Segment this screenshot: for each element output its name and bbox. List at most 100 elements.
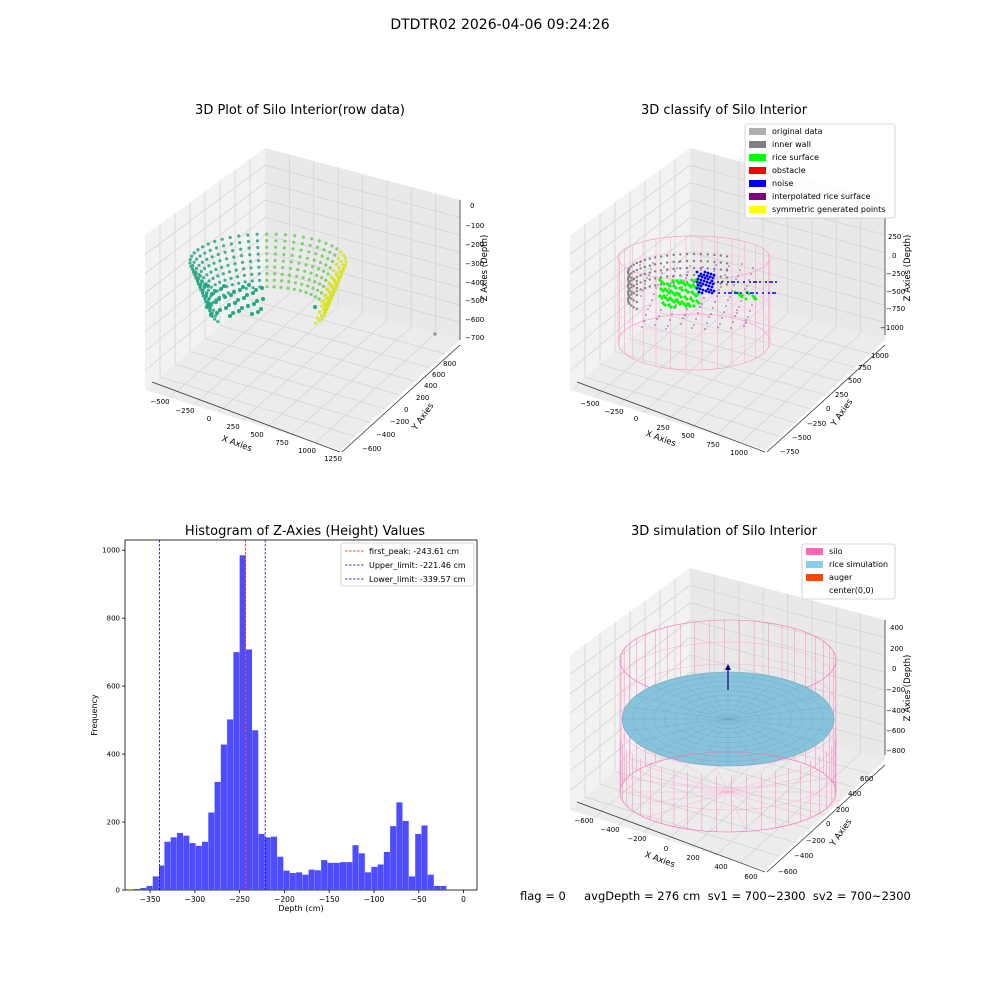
classify-legend-label-3: obstacle	[772, 166, 806, 175]
classify-point-39	[628, 295, 631, 298]
classify-point-360	[711, 276, 715, 280]
raw-point-67	[341, 269, 345, 273]
classify-point-227	[720, 286, 722, 288]
classify-point-276	[660, 280, 664, 284]
raw-point-305	[265, 285, 269, 289]
raw-point-237	[295, 274, 299, 278]
classify-point-110	[706, 253, 709, 256]
classify-point-117	[713, 267, 716, 271]
classify-point-343	[704, 289, 708, 293]
raw-point-280	[325, 296, 329, 300]
raw-point-90	[274, 245, 278, 249]
classify-point-398	[753, 281, 755, 283]
classify-point-351	[702, 279, 706, 283]
classify-point-164	[716, 295, 718, 297]
raw-point-234	[273, 272, 277, 276]
raw-point-230	[242, 273, 246, 277]
simulation-legend-swatch-0	[806, 548, 823, 555]
classify-point-138	[718, 289, 720, 291]
raw-point-302	[244, 286, 248, 291]
classify-point-221	[747, 316, 749, 318]
raw-point-161	[265, 258, 269, 262]
classify-point-127	[725, 269, 729, 272]
raw-point-334	[213, 289, 217, 293]
simulation-ytick-5: 400	[848, 790, 861, 798]
classify-point-80	[666, 254, 669, 257]
classify-point-169	[751, 304, 753, 306]
simulation-legend-swatch-1	[806, 561, 823, 568]
raw-point-115	[199, 269, 203, 274]
raw-point-195	[249, 266, 253, 270]
raw-point-313	[313, 295, 318, 299]
classify-point-156	[752, 267, 754, 269]
raw-point-149	[198, 282, 202, 286]
raw-point-220	[203, 297, 207, 301]
classify-point-145	[744, 288, 746, 290]
classify-point-54	[635, 289, 638, 293]
classify-point-294	[686, 290, 690, 294]
classify-point-384	[727, 281, 729, 283]
classify-point-342	[711, 282, 715, 286]
raw-ztick-5: −500	[465, 297, 484, 305]
classify-point-216	[712, 307, 714, 309]
classify-point-258	[674, 298, 678, 302]
raw-point-184	[200, 291, 205, 295]
raw-point-77	[193, 270, 197, 274]
raw-point-59	[315, 245, 320, 249]
raw-point-306	[272, 285, 276, 289]
classify-point-26	[626, 277, 630, 281]
classify-point-217	[650, 268, 652, 270]
raw-ytick-3: 0	[404, 406, 408, 414]
raw-point-4	[188, 261, 192, 265]
raw-point-233	[265, 272, 269, 276]
histogram-bar-22	[270, 836, 278, 890]
histogram-xlabel: Depth (cm)	[278, 904, 323, 913]
classify-xtick-2: 0	[634, 415, 638, 423]
simulation-ylabel: Y Axies	[828, 817, 855, 849]
raw-point-308	[286, 286, 290, 290]
raw-point-265	[237, 281, 241, 285]
raw-point-121	[232, 255, 236, 259]
histogram-bar-17	[239, 555, 246, 890]
classify-legend-swatch-3	[749, 167, 766, 174]
raw-point-243	[325, 287, 329, 291]
classify-point-267	[667, 303, 671, 307]
raw-point-113	[196, 276, 200, 280]
raw-point-19	[283, 233, 288, 237]
raw-point-112	[195, 279, 200, 283]
raw-point-43	[195, 257, 199, 261]
raw-point-42	[192, 260, 196, 264]
raw-point-222	[204, 291, 208, 295]
raw-point-21	[301, 235, 305, 239]
classify-point-93	[679, 274, 682, 277]
classify-point-240	[719, 323, 721, 325]
raw-point-9	[201, 245, 205, 249]
raw-point-154	[214, 267, 218, 272]
raw-xtick-1: −250	[175, 407, 194, 415]
raw-point-232	[257, 272, 261, 276]
classify-point-111	[706, 260, 709, 263]
histogram-bar-7	[176, 832, 184, 890]
classify-point-195	[749, 310, 751, 312]
classify-point-269	[661, 301, 665, 305]
raw-point-164	[289, 260, 293, 264]
raw-point-206	[324, 278, 328, 282]
raw-point-363	[206, 284, 210, 288]
classify-point-373	[710, 279, 714, 283]
raw-point-351	[242, 296, 246, 300]
classify-point-313	[689, 285, 693, 289]
classify-point-165	[654, 324, 656, 326]
histogram-bar-15	[227, 719, 234, 890]
classify-point-159	[681, 286, 683, 288]
classify-point-187	[670, 282, 672, 284]
histogram-legend-label-1: Upper_limit: -221.46 cm	[369, 561, 466, 570]
classify-ztick-4: −750	[886, 305, 905, 313]
classify-point-186	[732, 321, 734, 323]
classify-point-355	[710, 285, 714, 289]
classify-point-52	[635, 275, 638, 279]
raw-ztick-3: −300	[465, 260, 484, 268]
classify-point-255	[663, 287, 667, 291]
classify-point-155	[699, 306, 701, 308]
raw-point-48	[222, 244, 226, 248]
